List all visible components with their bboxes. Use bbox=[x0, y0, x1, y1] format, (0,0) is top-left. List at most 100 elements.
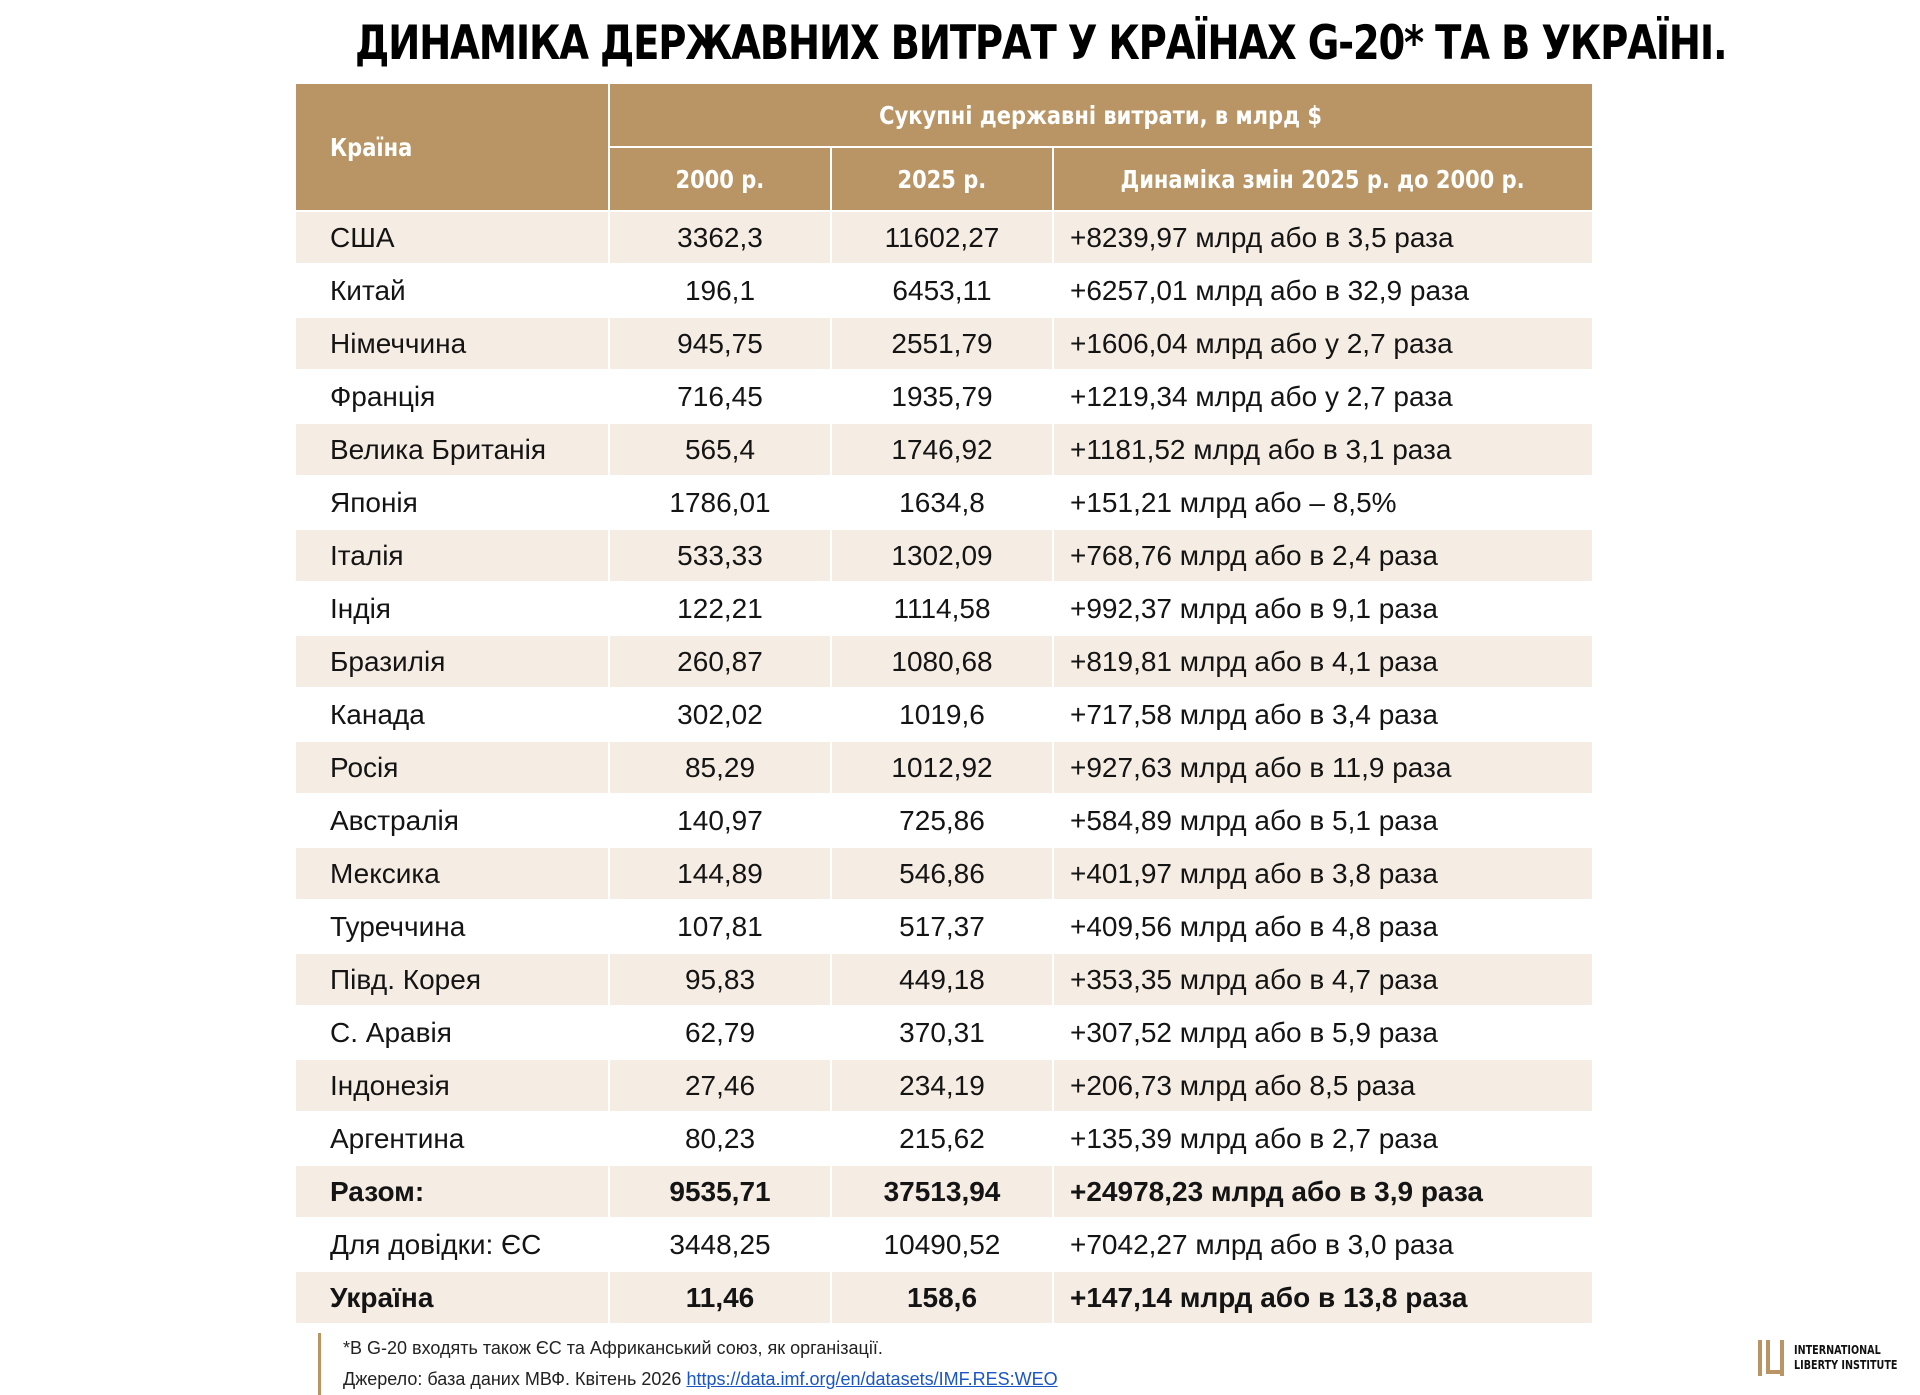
cell-2000: 85,29 bbox=[609, 741, 832, 795]
table-row: Росія 85,29 1012,92 +927,63 млрд або в 11,9… bbox=[296, 741, 1592, 795]
cell-2000: 122,21 bbox=[609, 582, 832, 636]
cell-country: Італія bbox=[296, 529, 610, 583]
header-2000: 2000 р. bbox=[609, 147, 832, 212]
cell-country: Для довідки: ЄС bbox=[296, 1218, 610, 1272]
cell-2025: 158,6 bbox=[831, 1271, 1054, 1325]
table-subheader-row: 2000 р. 2025 р. Динаміка змін 2025 р. до… bbox=[296, 147, 1592, 212]
table-row: Німеччина 945,75 2551,79 +1606,04 млрд або … bbox=[296, 317, 1592, 371]
cell-2025: 1302,09 bbox=[831, 529, 1054, 583]
cell-2000: 260,87 bbox=[609, 635, 832, 689]
cell-country: Індія bbox=[296, 582, 610, 636]
cell-change: +992,37 млрд або в 9,1 раза bbox=[1053, 582, 1592, 636]
table-row: Україна 11,46 158,6 +147,14 млрд або в 13,8… bbox=[296, 1271, 1592, 1325]
table-row: Австралія 140,97 725,86 +584,89 млрд або в … bbox=[296, 794, 1592, 848]
cell-2025: 234,19 bbox=[831, 1059, 1054, 1113]
table-row: Велика Британія 565,4 1746,92 +1181,52 млрд… bbox=[296, 423, 1592, 477]
cell-country: Туреччина bbox=[296, 900, 610, 954]
cell-change: +151,21 млрд або – 8,5% bbox=[1053, 476, 1592, 530]
cell-2000: 9535,71 bbox=[609, 1165, 832, 1219]
page-title: ДИНАМІКА ДЕРЖАВНИХ ВИТРАТ У КРАЇНАХ G-20… bbox=[355, 16, 1728, 71]
cell-2000: 95,83 bbox=[609, 953, 832, 1007]
cell-country: Німеччина bbox=[296, 317, 610, 371]
spending-table: Країна Сукупні державні витрати, в млрд … bbox=[296, 84, 1592, 1325]
cell-country: Півд. Корея bbox=[296, 953, 610, 1007]
cell-2025: 1080,68 bbox=[831, 635, 1054, 689]
cell-2000: 565,4 bbox=[609, 423, 832, 477]
cell-2025: 37513,94 bbox=[831, 1165, 1054, 1219]
source-link[interactable]: https://data.imf.org/en/datasets/IMF.RES… bbox=[686, 1369, 1058, 1389]
table-row: Індія 122,21 1114,58 +992,37 млрд або в 9,1… bbox=[296, 582, 1592, 636]
cell-2025: 517,37 bbox=[831, 900, 1054, 954]
cell-change: +1606,04 млрд або у 2,7 раза bbox=[1053, 317, 1592, 371]
table-row: С. Аравія 62,79 370,31 +307,52 млрд або в 5… bbox=[296, 1006, 1592, 1060]
table-row: Японія 1786,01 1634,8 +151,21 млрд або – 8,… bbox=[296, 476, 1592, 530]
cell-2025: 1746,92 bbox=[831, 423, 1054, 477]
cell-change: +24978,23 млрд або в 3,9 раза bbox=[1053, 1165, 1592, 1219]
cell-change: +584,89 млрд або в 5,1 раза bbox=[1053, 794, 1592, 848]
cell-country: С. Аравія bbox=[296, 1006, 610, 1060]
cell-2025: 449,18 bbox=[831, 953, 1054, 1007]
cell-change: +717,58 млрд або в 3,4 раза bbox=[1053, 688, 1592, 742]
cell-2000: 302,02 bbox=[609, 688, 832, 742]
cell-2000: 144,89 bbox=[609, 847, 832, 901]
table-row: Туреччина 107,81 517,37 +409,56 млрд або в … bbox=[296, 900, 1592, 954]
cell-change: +6257,01 млрд або в 32,9 раза bbox=[1053, 264, 1592, 318]
table-header-row: Країна Сукупні державні витрати, в млрд … bbox=[296, 84, 1592, 212]
cell-country: Велика Британія bbox=[296, 423, 610, 477]
table-row: Франція 716,45 1935,79 +1219,34 млрд або у … bbox=[296, 370, 1592, 424]
cell-change: +353,35 млрд або в 4,7 раза bbox=[1053, 953, 1592, 1007]
cell-2000: 80,23 bbox=[609, 1112, 832, 1166]
cell-change: +147,14 млрд або в 13,8 раза bbox=[1053, 1271, 1592, 1325]
cell-change: +927,63 млрд або в 11,9 раза bbox=[1053, 741, 1592, 795]
table-row: Півд. Корея 95,83 449,18 +353,35 млрд або в… bbox=[296, 953, 1592, 1007]
cell-2000: 945,75 bbox=[609, 317, 832, 371]
cell-country: Японія bbox=[296, 476, 610, 530]
source-prefix: Джерело: база даних МВФ. Квітень 2026 bbox=[343, 1369, 682, 1389]
cell-change: +1219,34 млрд або у 2,7 раза bbox=[1053, 370, 1592, 424]
cell-2000: 3448,25 bbox=[609, 1218, 832, 1272]
table-row: Індонезія 27,46 234,19 +206,73 млрд або 8,5… bbox=[296, 1059, 1592, 1113]
cell-2025: 2551,79 bbox=[831, 317, 1054, 371]
table-row: Канада 302,02 1019,6 +717,58 млрд або в 3,4… bbox=[296, 688, 1592, 742]
cell-2025: 1114,58 bbox=[831, 582, 1054, 636]
cell-2000: 716,45 bbox=[609, 370, 832, 424]
cell-country: Франція bbox=[296, 370, 610, 424]
cell-country: Австралія bbox=[296, 794, 610, 848]
cell-2025: 215,62 bbox=[831, 1112, 1054, 1166]
cell-change: +409,56 млрд або в 4,8 раза bbox=[1053, 900, 1592, 954]
cell-2000: 533,33 bbox=[609, 529, 832, 583]
cell-change: +1181,52 млрд або в 3,1 раза bbox=[1053, 423, 1592, 477]
table-row: США 3362,3 11602,27 +8239,97 млрд або в 3,5… bbox=[296, 211, 1592, 265]
cell-2025: 10490,52 bbox=[831, 1218, 1054, 1272]
header-group: Сукупні державні витрати, в млрд $ bbox=[609, 84, 1592, 148]
cell-country: Разом: bbox=[296, 1165, 610, 1219]
cell-2000: 62,79 bbox=[609, 1006, 832, 1060]
table-row: Китай 196,1 6453,11 +6257,01 млрд або в 32,… bbox=[296, 264, 1592, 318]
cell-country: Індонезія bbox=[296, 1059, 610, 1113]
cell-2025: 1012,92 bbox=[831, 741, 1054, 795]
cell-2000: 1786,01 bbox=[609, 476, 832, 530]
ili-logo: INTERNATIONAL LIBERTY INSTITUTE bbox=[1756, 1340, 1920, 1376]
cell-country: Аргентина bbox=[296, 1112, 610, 1166]
cell-change: +206,73 млрд або 8,5 раза bbox=[1053, 1059, 1592, 1113]
ili-logo-icon bbox=[1758, 1340, 1784, 1376]
cell-2025: 6453,11 bbox=[831, 264, 1054, 318]
cell-2000: 107,81 bbox=[609, 900, 832, 954]
cell-2000: 11,46 bbox=[609, 1271, 832, 1325]
cell-change: +7042,27 млрд або в 3,0 раза bbox=[1053, 1218, 1592, 1272]
cell-change: +8239,97 млрд або в 3,5 раза bbox=[1053, 211, 1592, 265]
cell-change: +135,39 млрд або в 2,7 раза bbox=[1053, 1112, 1592, 1166]
cell-change: +401,97 млрд або в 3,8 раза bbox=[1053, 847, 1592, 901]
cell-2000: 27,46 bbox=[609, 1059, 832, 1113]
cell-country: Мексика bbox=[296, 847, 610, 901]
table-row: Аргентина 80,23 215,62 +135,39 млрд або в 2… bbox=[296, 1112, 1592, 1166]
cell-2025: 11602,27 bbox=[831, 211, 1054, 265]
source-line: Джерело: база даних МВФ. Квітень 2026 ht… bbox=[343, 1364, 1058, 1395]
cell-2025: 546,86 bbox=[831, 847, 1054, 901]
cell-2000: 196,1 bbox=[609, 264, 832, 318]
cell-2000: 3362,3 bbox=[609, 211, 832, 265]
cell-2025: 370,31 bbox=[831, 1006, 1054, 1060]
table-row: Італія 533,33 1302,09 +768,76 млрд або в 2,… bbox=[296, 529, 1592, 583]
cell-2025: 725,86 bbox=[831, 794, 1054, 848]
ili-logo-text: INTERNATIONAL LIBERTY INSTITUTE bbox=[1794, 1343, 1898, 1372]
